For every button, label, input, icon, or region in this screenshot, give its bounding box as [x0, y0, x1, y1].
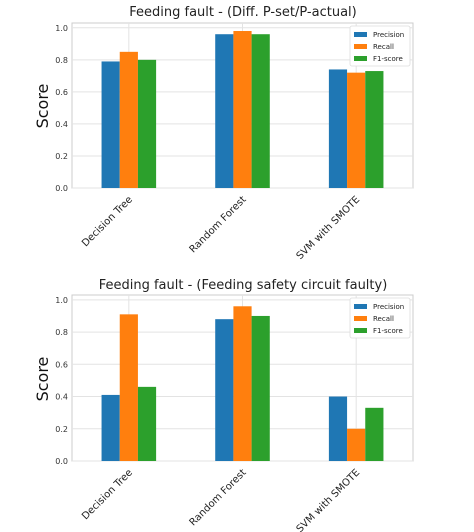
y-tick-label: 0.6: [55, 360, 68, 369]
bar-f1-score-svm-with-smote: [365, 71, 384, 188]
y-tick-label: 0.6: [55, 88, 68, 97]
bar-f1-score-decision-tree: [137, 386, 157, 461]
y-axis-label: Score: [33, 357, 52, 402]
legend-label: Recall: [373, 315, 394, 323]
y-tick-label: 0.8: [55, 328, 68, 337]
legend: Precision Recall F1-score: [349, 297, 411, 339]
bars: [101, 306, 384, 461]
bar-f1-score-svm-with-smote: [365, 407, 384, 461]
legend-swatch: [354, 56, 367, 61]
bar-f1-score-random-forest: [251, 315, 270, 461]
legend-swatch: [354, 328, 367, 333]
bar-recall-decision-tree: [119, 314, 138, 461]
x-ticks: Decision Tree Random Forest SVM with SMOTE: [80, 194, 362, 262]
chart-title: Feeding fault - (Feeding safety circuit …: [99, 278, 388, 293]
bar-precision-svm-with-smote: [328, 396, 348, 461]
y-ticks: 0.0 0.2 0.4 0.6 0.8 1.0: [55, 296, 68, 466]
x-tick-label: Random Forest: [188, 194, 249, 255]
legend-swatch: [354, 32, 367, 37]
y-tick-label: 1.0: [55, 24, 68, 33]
x-tick-label: Decision Tree: [80, 467, 135, 522]
legend-label: Precision: [373, 31, 404, 39]
y-ticks: 0.0 0.2 0.4 0.6 0.8 1.0: [55, 24, 68, 193]
y-tick-label: 0.4: [55, 393, 68, 402]
y-tick-label: 0.8: [55, 56, 68, 65]
bar-precision-decision-tree: [101, 61, 120, 188]
y-tick-label: 0.0: [55, 184, 68, 193]
y-axis-label: Score: [33, 84, 52, 129]
bar-precision-decision-tree: [101, 394, 120, 461]
bar-precision-svm-with-smote: [328, 69, 348, 188]
y-tick-label: 0.4: [55, 120, 68, 129]
x-ticks: Decision Tree Random Forest SVM with SMOTE: [80, 467, 362, 532]
bar-recall-svm-with-smote: [347, 428, 366, 461]
bar-recall-random-forest: [233, 31, 252, 189]
chart-feeding-fault-diff: Feeding fault - (Diff. P-set/P-actual) S…: [33, 5, 414, 262]
bar-precision-random-forest: [215, 34, 234, 188]
legend-label: F1-score: [373, 55, 403, 63]
y-tick-label: 0.2: [55, 425, 68, 434]
x-tick-label: Random Forest: [188, 467, 249, 528]
legend-swatch: [354, 44, 367, 49]
legend-label: F1-score: [373, 327, 403, 335]
chart-feeding-safety-circuit: Feeding fault - (Feeding safety circuit …: [33, 278, 414, 532]
legend-label: Recall: [373, 43, 394, 51]
y-tick-label: 1.0: [55, 296, 68, 305]
bar-recall-svm-with-smote: [347, 72, 366, 188]
bar-precision-random-forest: [215, 319, 234, 461]
legend: Precision Recall F1-score: [349, 25, 411, 67]
bars: [101, 31, 384, 189]
x-tick-label: SVM with SMOTE: [295, 194, 363, 262]
y-tick-label: 0.0: [55, 457, 68, 466]
chart-title: Feeding fault - (Diff. P-set/P-actual): [129, 5, 356, 20]
legend-swatch: [354, 316, 367, 321]
bar-recall-random-forest: [233, 306, 252, 461]
x-tick-label: SVM with SMOTE: [295, 467, 363, 532]
bar-f1-score-random-forest: [251, 34, 270, 188]
bar-recall-decision-tree: [119, 51, 138, 189]
legend-swatch: [354, 304, 367, 309]
y-tick-label: 0.2: [55, 152, 68, 161]
bar-f1-score-decision-tree: [137, 59, 157, 188]
legend-label: Precision: [373, 303, 404, 311]
x-tick-label: Decision Tree: [80, 194, 135, 249]
